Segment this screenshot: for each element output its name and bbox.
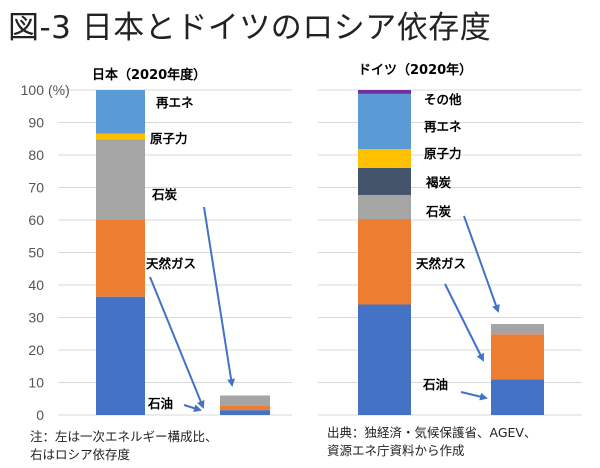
segment-label-germany-other: その他 — [424, 92, 462, 107]
bars — [96, 90, 544, 415]
bar-germany-share-nuclear — [358, 149, 411, 168]
source-line2: 資源エネ庁資料から作成 — [327, 443, 465, 458]
bar-japan-share-renewables — [96, 90, 145, 134]
annotation-arrows — [149, 206, 500, 413]
segment-label-japan-oil: 石油 — [147, 396, 173, 411]
segment-label-japan-renewables: 再エネ — [156, 95, 194, 110]
bar-germany-share-oil — [358, 304, 411, 415]
y-tick-label-40: 40 — [28, 277, 44, 293]
bar-germany-share-lignite — [358, 168, 411, 195]
source-line1: 出典：独経済・気候保護省、AGEV、 — [327, 425, 537, 440]
y-tick-label-10: 10 — [28, 375, 44, 391]
germany-panel-title: ドイツ（2020年） — [358, 63, 473, 78]
y-axis-ticks: 0 10 20 30 40 50 60 70 80 90 100 (%) — [21, 82, 70, 423]
y-axis-unit-label: (%) — [48, 82, 70, 98]
note-left: 注：左は一次エネルギー構成比、 右はロシア依存度 — [30, 428, 218, 464]
segment-label-germany-oil: 石油 — [422, 377, 448, 392]
y-tick-label-20: 20 — [28, 342, 44, 358]
segment-label-germany-coal: 石炭 — [425, 204, 452, 219]
arrow-japan-coal — [203, 206, 236, 387]
y-tick-label-30: 30 — [28, 310, 44, 326]
y-tick-label-0: 0 — [36, 407, 44, 423]
segment-label-japan-nuclear: 原子力 — [150, 131, 188, 146]
segment-label-germany-nuclear: 原子力 — [424, 146, 462, 161]
y-tick-label-60: 60 — [28, 212, 44, 228]
bar-germany-share-coal — [358, 194, 411, 220]
japan-panel-title: 日本（2020年度） — [92, 68, 207, 83]
figure-title: 図-3 日本とドイツのロシア依存度 — [8, 10, 492, 46]
segment-label-germany-renewables: 再エネ — [424, 119, 462, 134]
bar-japan-russia-gas — [220, 405, 270, 411]
bar-germany-russia-oil — [491, 379, 544, 415]
arrow-germany-gas — [444, 283, 484, 362]
segment-label-germany-lignite: 褐炭 — [425, 175, 452, 190]
bar-germany-russia-gas — [491, 334, 544, 380]
bar-germany-share-gas — [358, 219, 411, 305]
segment-label-japan-coal: 石炭 — [151, 187, 178, 202]
arrow-japan-gas — [149, 276, 205, 409]
note-right: 出典：独経済・気候保護省、AGEV、 資源エネ庁資料から作成 — [327, 424, 536, 460]
bar-japan-russia-coal — [220, 395, 270, 406]
bar-germany-share-other — [358, 90, 411, 94]
y-tick-label-70: 70 — [28, 180, 44, 196]
bar-japan-share-nuclear — [96, 133, 145, 140]
bar-japan-share-oil — [96, 296, 145, 415]
bar-japan-share-coal — [96, 139, 145, 220]
y-tick-label-50: 50 — [28, 245, 44, 261]
y-tick-label-80: 80 — [28, 147, 44, 163]
segment-label-japan-gas: 天然ガス — [146, 256, 196, 271]
note-left-line1: 注：左は一次エネルギー構成比、 — [30, 429, 218, 444]
bar-germany-russia-coal — [491, 324, 544, 335]
arrow-germany-coal — [463, 215, 500, 313]
y-tick-label-90: 90 — [28, 115, 44, 131]
bar-japan-share-gas — [96, 219, 145, 297]
bar-japan-russia-oil — [220, 410, 270, 415]
arrow-japan-oil — [183, 404, 202, 413]
bar-germany-share-renewables — [358, 93, 411, 150]
y-tick-label-100: 100 — [21, 82, 45, 98]
segment-label-germany-gas: 天然ガス — [416, 256, 466, 271]
arrow-germany-oil — [460, 391, 488, 401]
note-left-line2: 右はロシア依存度 — [30, 447, 131, 462]
